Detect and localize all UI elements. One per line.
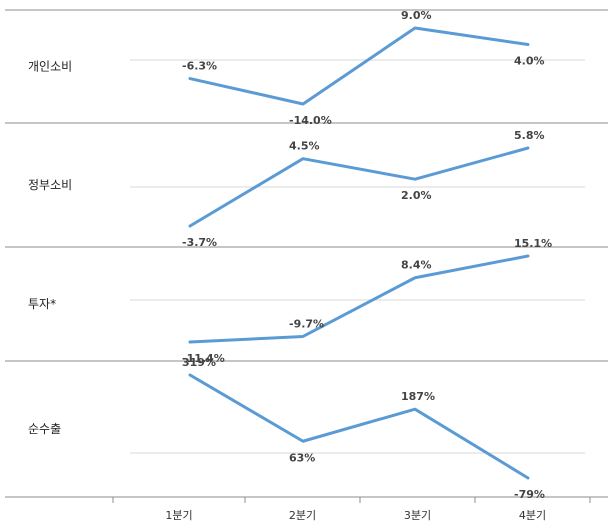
panel-4: 순수출 319% 63% 187% -79% — [5, 356, 608, 501]
series-line — [188, 254, 530, 344]
panel-label: 투자* — [28, 297, 56, 311]
data-label: 319% — [182, 356, 216, 369]
data-label: -14.0% — [289, 114, 332, 127]
series-line — [188, 146, 530, 228]
panel-label: 정부소비 — [28, 178, 72, 192]
data-label: -6.3% — [182, 60, 217, 73]
x-tick-label: 4분기 — [519, 509, 546, 522]
data-label: 9.0% — [401, 9, 432, 22]
panel-3: 투자* -11.4% -9.7% 8.4% 15.1% — [5, 237, 608, 365]
data-label: 2.0% — [401, 189, 432, 202]
x-tick-label: 2분기 — [289, 509, 316, 522]
data-label: 15.1% — [514, 237, 552, 250]
data-label: 187% — [401, 390, 435, 403]
data-label: 4.5% — [289, 140, 320, 153]
data-label: 4.0% — [514, 55, 545, 68]
series-line — [188, 26, 530, 106]
data-label: 8.4% — [401, 259, 432, 272]
data-label: -79% — [514, 488, 545, 501]
panel-2: 정부소비 -3.7% 4.5% 2.0% 5.8% — [5, 129, 608, 249]
data-label: -3.7% — [182, 236, 217, 249]
data-label: -9.7% — [289, 317, 324, 330]
series-line — [188, 373, 530, 480]
data-label: -11.4% — [182, 352, 225, 365]
data-label: 63% — [289, 451, 315, 464]
x-tick-label: 3분기 — [404, 509, 431, 522]
panel-label: 순수출 — [28, 422, 61, 436]
panel-label: 개인소비 — [28, 60, 72, 74]
data-label: 5.8% — [514, 129, 545, 142]
x-tick-label: 1분기 — [165, 509, 192, 522]
panel-1: 개인소비 -6.3% -14.0% 9.0% 4.0% — [5, 9, 608, 127]
